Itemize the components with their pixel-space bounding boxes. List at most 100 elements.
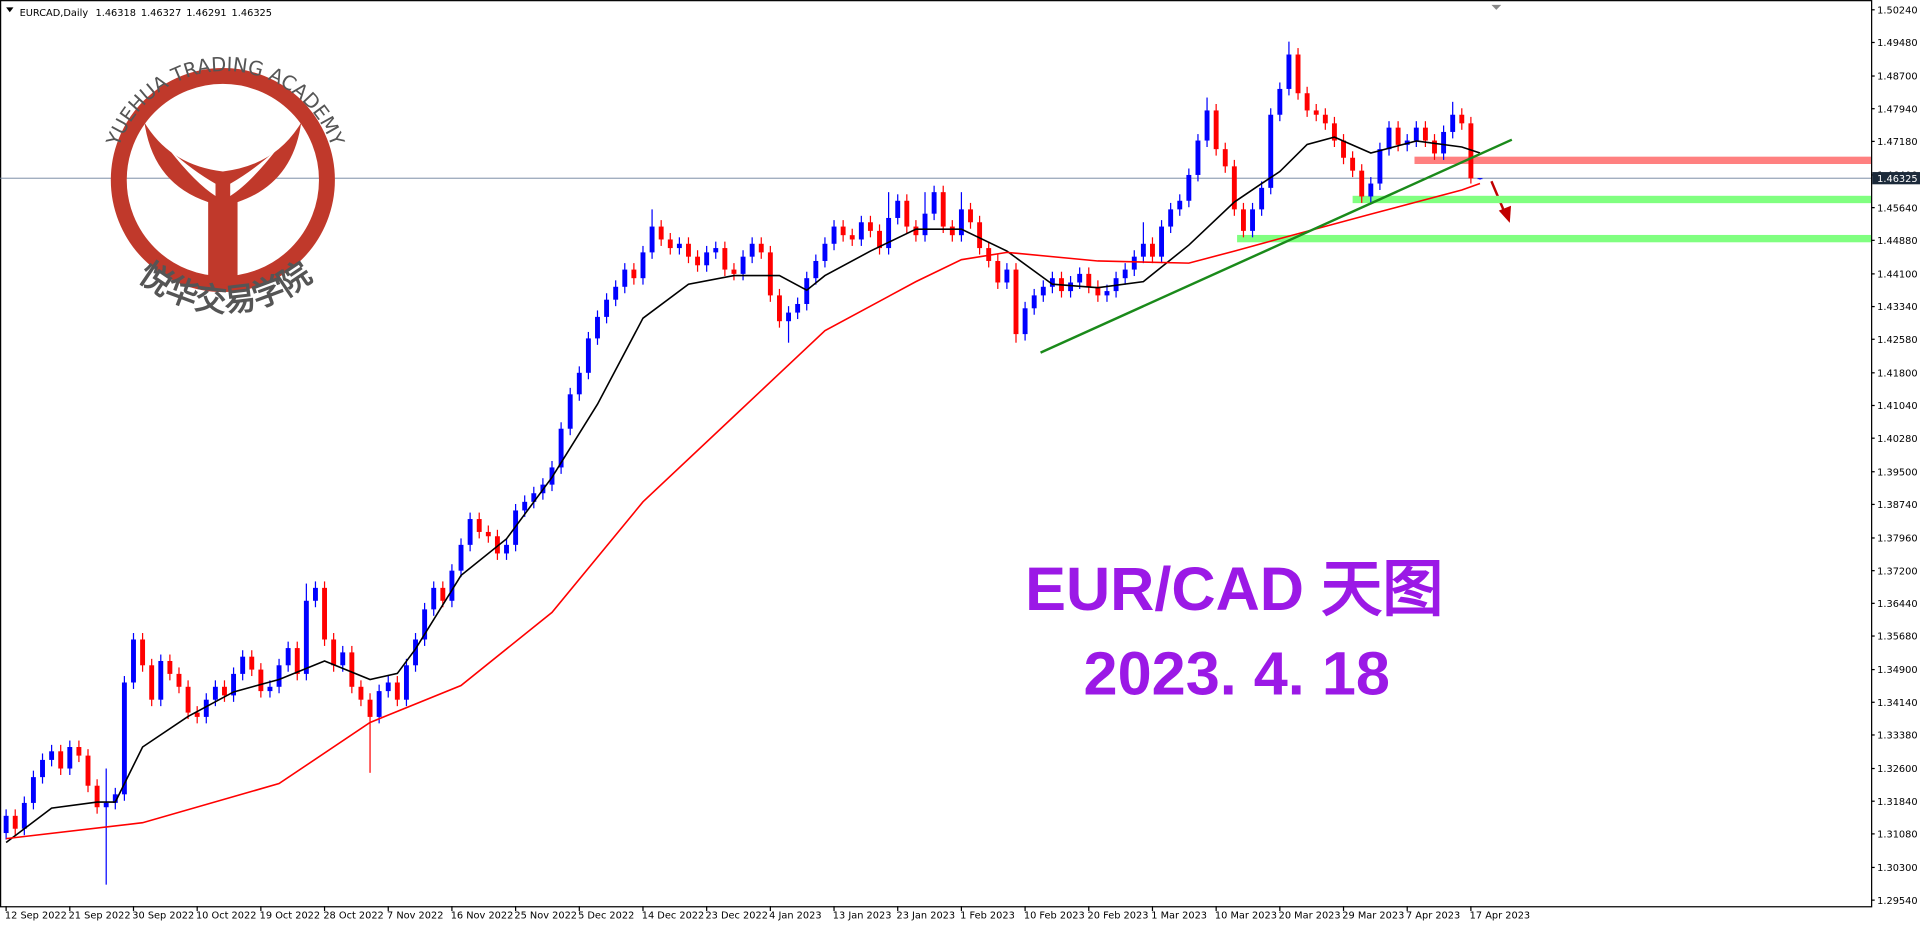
y-tick-label: 1.34900 — [1877, 665, 1917, 676]
candle-body — [376, 691, 382, 717]
y-tick-label: 1.44100 — [1877, 270, 1917, 281]
candle-body — [576, 372, 582, 395]
x-tick-label: 25 Nov 2022 — [514, 910, 577, 921]
y-tick-label: 1.29540 — [1877, 896, 1917, 907]
candle-body — [449, 570, 455, 601]
x-tick-label: 28 Oct 2022 — [323, 910, 383, 921]
scroll-arrow[interactable] — [1491, 4, 1502, 10]
x-tick-label: 10 Feb 2023 — [1024, 910, 1085, 921]
candle-body — [140, 639, 146, 666]
candle-body — [476, 519, 482, 532]
candle-body — [276, 665, 282, 687]
candle-body — [640, 252, 646, 279]
candle-body — [858, 222, 864, 240]
y-tick-label: 1.43340 — [1877, 302, 1917, 313]
candle-body — [1095, 286, 1101, 296]
x-tick-label: 7 Apr 2023 — [1406, 910, 1460, 921]
open: 1.46318 — [96, 8, 136, 19]
symbol: EURCAD,Daily — [20, 8, 89, 19]
plot-frame — [0, 0, 1873, 908]
candle-body — [67, 747, 73, 769]
x-tick-label: 20 Mar 2023 — [1279, 910, 1341, 921]
x-tick-label: 12 Sep 2022 — [5, 910, 67, 921]
trendline — [1040, 138, 1513, 354]
candle-body — [367, 699, 373, 717]
candle-body — [313, 587, 318, 601]
candle-body — [394, 682, 400, 700]
y-tick-label: 1.34140 — [1877, 698, 1917, 709]
candle-body — [331, 639, 337, 666]
candle-body — [267, 686, 273, 692]
candle-body — [85, 755, 91, 786]
candle-body — [849, 235, 855, 240]
candle-body — [940, 192, 946, 227]
candle-body — [731, 269, 737, 274]
candle-body — [12, 815, 18, 829]
candle-body — [1077, 273, 1083, 283]
candle-body — [740, 256, 746, 274]
candle-body — [1450, 114, 1456, 132]
y-tick-label: 1.30300 — [1877, 863, 1917, 874]
candle-body — [222, 686, 227, 696]
candle-body — [695, 256, 701, 266]
candle-body — [1231, 166, 1237, 210]
candle-body — [349, 652, 355, 687]
candle-body — [1259, 187, 1265, 210]
x-tick-label: 14 Dec 2022 — [642, 910, 705, 921]
candle-body — [358, 686, 364, 700]
candle-body — [149, 665, 155, 700]
candle-body — [831, 226, 837, 244]
y-tick-label: 1.37960 — [1877, 534, 1917, 545]
candle-body — [1186, 174, 1192, 201]
candle-body — [1432, 140, 1437, 154]
candle-body — [1341, 140, 1346, 158]
candle-body — [904, 200, 910, 227]
candle-body — [867, 222, 873, 231]
candle-body — [567, 394, 573, 429]
candle-body — [1222, 149, 1228, 167]
candle-body — [813, 260, 819, 279]
x-tick-label: 29 Mar 2023 — [1342, 910, 1404, 921]
candle-body — [185, 686, 191, 713]
level-zone — [1352, 195, 1872, 204]
candle-body — [1240, 209, 1246, 231]
candle-body — [1277, 88, 1283, 115]
candle-body — [458, 544, 464, 571]
x-tick-label: 17 Apr 2023 — [1470, 910, 1530, 921]
candle-body — [58, 751, 64, 769]
y-tick-label: 1.37200 — [1877, 566, 1917, 577]
x-tick-label: 10 Oct 2022 — [196, 910, 256, 921]
candle-body — [1322, 114, 1328, 124]
candle-body — [231, 673, 237, 696]
candle-body — [340, 652, 346, 666]
level-zone — [1237, 234, 1872, 243]
y-tick-label: 1.39500 — [1877, 467, 1917, 478]
candle-body — [1086, 273, 1092, 287]
candle-body — [485, 531, 491, 537]
menu-arrow[interactable] — [6, 7, 14, 13]
candle-body — [1413, 127, 1419, 141]
candle-body — [403, 665, 409, 700]
candle-body — [713, 248, 719, 253]
candle-body — [686, 243, 691, 257]
candle-body — [303, 600, 309, 674]
candle-body — [1013, 269, 1019, 335]
candle-body — [203, 699, 209, 717]
candle-body — [1250, 209, 1255, 231]
y-tick-label: 1.47940 — [1877, 104, 1917, 115]
candle-body — [1286, 54, 1292, 89]
candle-body — [1304, 93, 1310, 111]
candle-body — [3, 815, 9, 834]
y-tick-label: 1.41800 — [1877, 368, 1917, 379]
high: 1.46327 — [141, 8, 181, 19]
candle-body — [658, 226, 664, 240]
y-tick-label: 1.42580 — [1877, 335, 1917, 346]
candle-body — [194, 712, 200, 717]
candle-body — [767, 252, 773, 296]
candle-body — [877, 230, 882, 249]
candle-body — [1422, 127, 1428, 141]
price-label-box — [1872, 172, 1920, 185]
candle-body — [1177, 200, 1183, 210]
